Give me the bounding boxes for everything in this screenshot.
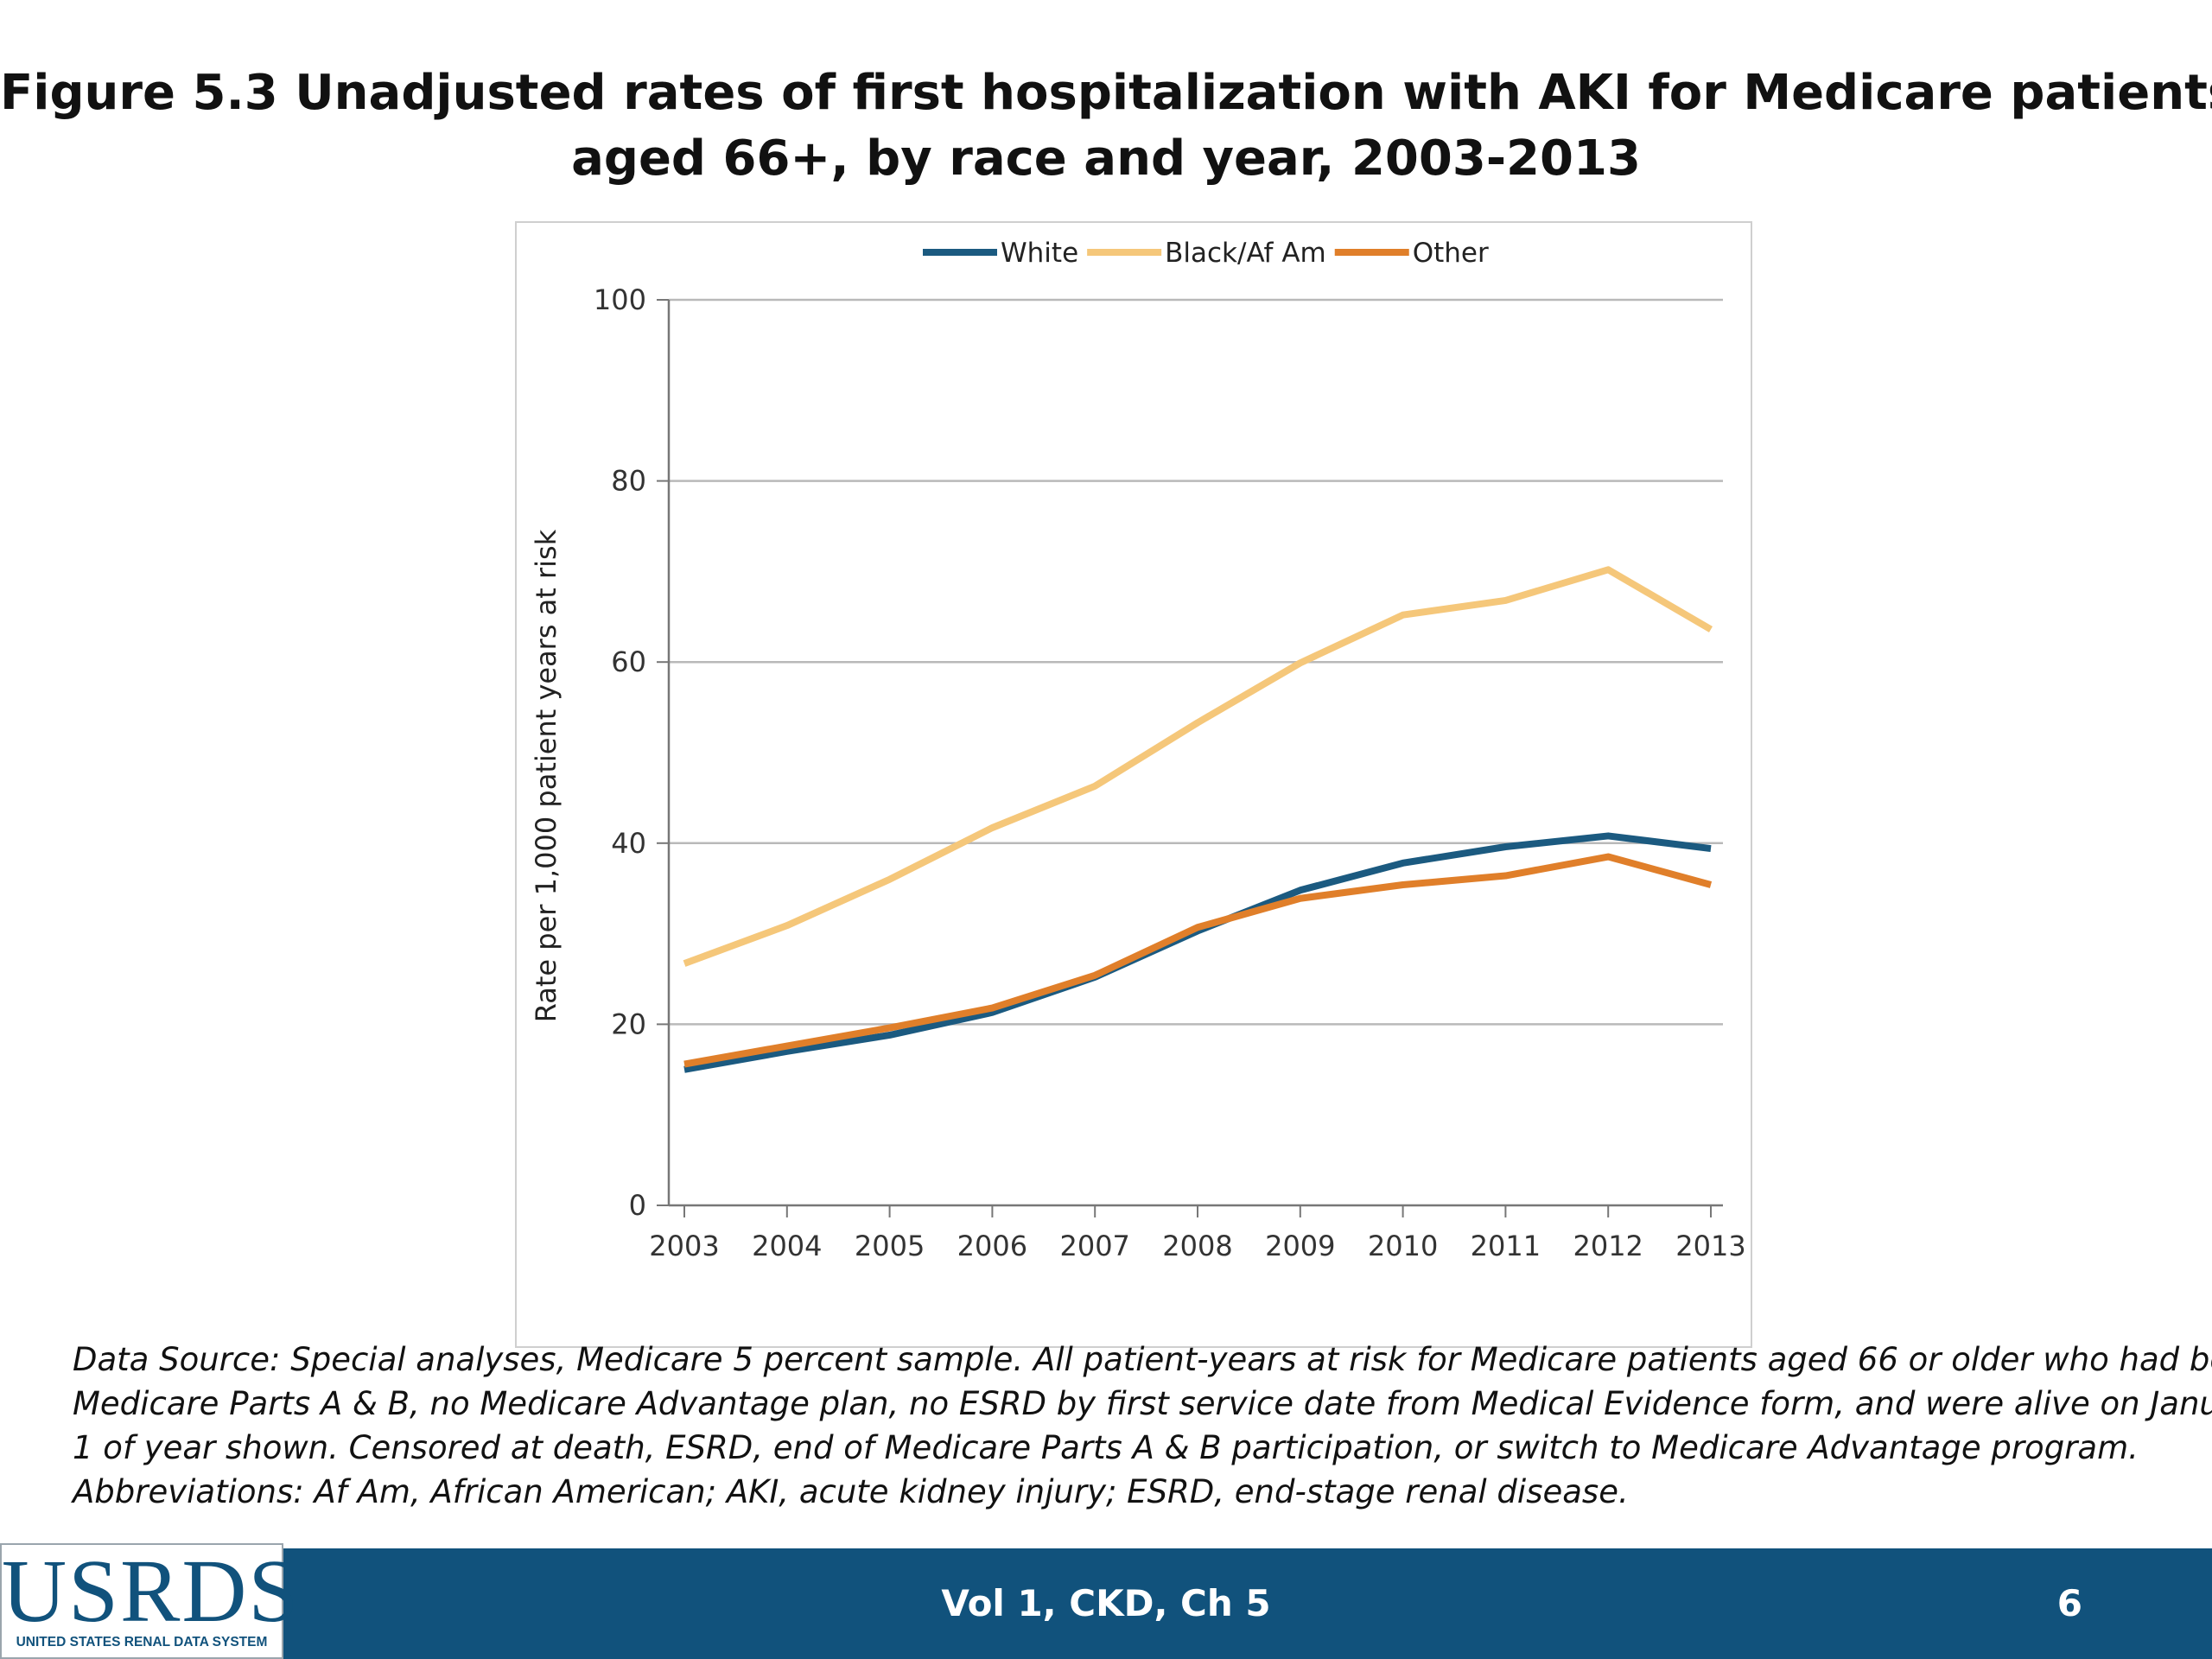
footnote-line: Abbreviations: Af Am, African American; … — [73, 1473, 1629, 1510]
y-tick-label: 20 — [611, 1007, 646, 1040]
series-lines — [683, 566, 1713, 1073]
series-line-other — [683, 853, 1713, 1068]
y-tick-label: 40 — [611, 827, 646, 860]
title-line-2: aged 66+, by race and year, 2003-2013 — [571, 130, 1641, 187]
x-tick-label: 2011 — [1471, 1230, 1541, 1262]
x-tick-label: 2003 — [649, 1230, 719, 1262]
y-tick-label: 60 — [611, 645, 646, 678]
logo-subtitle: UNITED STATES RENAL DATA SYSTEM — [16, 1635, 268, 1649]
x-tick-label: 2006 — [957, 1230, 1027, 1262]
y-axis-label: Rate per 1,000 patient years at risk — [530, 529, 563, 1022]
x-tick-label: 2012 — [1573, 1230, 1643, 1262]
x-tick-label: 2009 — [1265, 1230, 1335, 1262]
line-chart: 0 20 40 60 80 100 2003 2004 2005 2006 2007 2008 2009… — [530, 238, 1746, 1262]
data-source-footnote: Data Source: Special analyses, Medicare … — [73, 1338, 2212, 1514]
footer-bar — [0, 1548, 2212, 1659]
title-line-1: Figure 5.3 Unadjusted rates of first hos… — [0, 65, 2212, 121]
legend: White Black/Af Am Other — [923, 238, 1489, 269]
series-line-black-af-am — [683, 566, 1713, 967]
footnote-line: Medicare Parts A & B, no Medicare Advant… — [73, 1385, 2212, 1422]
chart-frame: 0 20 40 60 80 100 2003 2004 2005 2006 2007 2008 2009… — [515, 221, 1752, 1348]
logo-wordmark: USRDS — [2, 1541, 301, 1641]
page-number: 6 — [2056, 1582, 2082, 1624]
legend-label-black-af-am: Black/Af Am — [1165, 238, 1326, 269]
footnote-line: Data Source: Special analyses, Medicare … — [73, 1341, 2212, 1378]
legend-label-white: White — [1001, 238, 1078, 269]
x-tick-label: 2010 — [1368, 1230, 1438, 1262]
y-tick-label: 80 — [611, 465, 646, 498]
y-tick-label: 100 — [594, 283, 646, 316]
slide-title: Figure 5.3 Unadjusted rates of first hos… — [0, 60, 2212, 192]
footnote-line: 1 of year shown. Censored at death, ESRD… — [73, 1429, 2139, 1466]
footer-section-label: Vol 1, CKD, Ch 5 — [941, 1582, 1271, 1624]
x-tick-label: 2008 — [1162, 1230, 1232, 1262]
axes: 0 20 40 60 80 100 2003 2004 2005 2006 2007 2008 2009… — [594, 283, 1746, 1262]
gridlines — [669, 298, 1723, 1026]
y-tick-label: 0 — [629, 1189, 646, 1222]
x-tick-label: 2007 — [1059, 1230, 1129, 1262]
x-tick-label: 2013 — [1675, 1230, 1745, 1262]
usrds-logo: USRDS UNITED STATES RENAL DATA SYSTEM — [0, 1541, 301, 1659]
x-tick-label: 2004 — [752, 1230, 822, 1262]
legend-label-other: Other — [1413, 238, 1489, 269]
x-tick-label: 2005 — [855, 1230, 925, 1262]
